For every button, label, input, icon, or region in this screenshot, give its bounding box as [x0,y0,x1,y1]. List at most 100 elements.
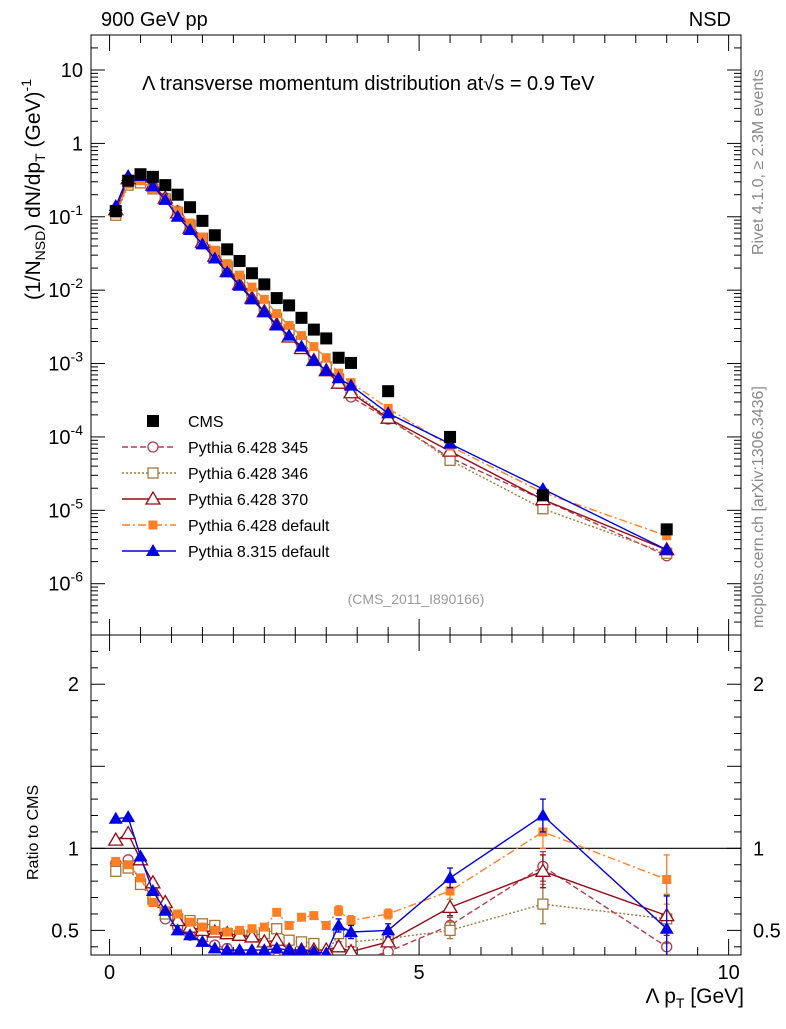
tick-base: 10 [48,500,70,522]
analysis-tag: (CMS_2011_I890166) [348,591,485,607]
ratio-point-p8def [294,943,309,955]
tick-base: 10 [48,280,70,302]
ratio-point-p8def [145,884,160,896]
ratio-point-p8def [307,944,320,955]
ratio-point-p6def [123,860,133,870]
point-p8def [344,378,358,391]
point-cms [171,188,184,201]
main-y-tick-label: 10-1 [48,202,83,229]
x-tick-label: 10 [717,962,739,984]
ratio-point-p8def [133,849,148,862]
legend: CMS Pythia 6.428 345 Pythia 6.428 346 Pythi… [122,414,330,561]
point-p6def [259,294,269,304]
point-cms [134,168,147,181]
ratio-point-p6def [321,920,331,930]
ratio-y-tick-label: 1 [68,838,79,860]
main-y-tick-label: 1 [72,133,83,155]
point-cms [536,489,549,502]
point-cms [221,243,234,256]
ratio-point-p8def [282,943,297,955]
ratio-point-p8def [443,870,458,883]
tick-exponent: -1 [71,202,84,218]
header-energy: 900 GeV pp [101,9,208,31]
ratio-point-p6def [247,924,257,934]
ratio-point-p6def [662,875,672,885]
point-p6def [321,353,331,363]
legend-marker-cms [147,415,159,427]
point-cms [258,278,271,291]
ratio-point-p8def [344,925,358,938]
main-series-group [107,168,675,562]
point-p8def [145,179,160,192]
ratio-point-p8def [269,941,284,954]
point-p6def [309,342,319,352]
point-cms [208,229,221,242]
tick-base: 10 [48,574,70,596]
ratio-point-p6def [173,909,183,919]
point-cms [332,351,345,364]
ratio-y-tick-label-right: 1 [753,838,764,860]
legend-marker-p8def [146,544,160,556]
tick-exponent: -2 [71,275,84,291]
tick-exponent: -6 [71,569,84,585]
ratio-point-p6def [136,873,146,883]
point-p6def [222,259,232,269]
point-p6def [247,282,257,292]
legend-entry-p8def: Pythia 8.315 default [122,544,330,561]
point-p6def [210,245,220,255]
main-y-tick-label: 10 [61,60,83,82]
legend-marker-p346 [147,467,159,479]
ratio-point-p346 [110,865,122,877]
ratio-point-p6def [185,917,195,927]
ratio-point-p370 [380,933,397,948]
point-cms [270,292,283,305]
main-plot-title: Λ transverse momentum distribution at√s … [142,73,595,95]
point-cms [233,254,246,267]
ratio-frame [90,634,742,956]
main-y-tick-label: 10-4 [48,422,83,449]
ratio-point-p6def [334,906,344,916]
point-p8def [331,371,346,384]
main-y-axis-label: (1/NNSD) dN/dpT (GeV)-1 [18,79,48,300]
point-p8def [244,292,259,305]
ratio-point-p8def [244,943,259,955]
point-p8def [381,406,396,419]
ratio-point-p8def [195,934,210,947]
legend-entry-cms: CMS [147,414,224,431]
legend-label-p6def: Pythia 6.428 default [188,518,330,535]
main-y-tick-label: 10-6 [48,569,83,596]
point-cms [159,179,172,192]
ratio-point-p6def [111,856,121,866]
ratio-point-p8def [220,943,235,955]
point-p8def [232,278,247,291]
ratio-point-p8def [183,928,198,941]
ratio-point-p370 [534,863,552,877]
point-cms [307,323,320,336]
ratio-point-p6def [272,907,282,917]
tick-base: 10 [48,354,70,376]
legend-entry-p346: Pythia 6.428 346 [122,466,308,483]
point-p8def [207,251,222,264]
header-process: NSD [689,9,731,31]
ratio-y-tick-label: 2 [68,674,79,696]
point-cms [345,356,357,369]
legend-label-p345: Pythia 6.428 345 [188,440,308,457]
tick-exponent: -3 [71,349,84,365]
point-cms [184,201,197,214]
series-line-p6def [115,179,667,537]
ratio-point-p6def [346,916,356,926]
point-p6def [662,531,672,541]
tick-exponent: -5 [71,495,84,511]
title-prefix: Λ transverse momentum distribution at [142,73,484,95]
ratio-point-p8def [170,923,185,936]
point-p6def [296,331,306,341]
ratio-point-p8def [321,946,332,955]
ratio-point-p346 [444,924,456,937]
ratio-panel: 0 5 10 0.5 0.5 1 1 2 2 [51,634,781,984]
ratio-y-tick-label: 0.5 [51,920,79,942]
point-p8def [257,305,272,318]
legend-entry-p370: Pythia 6.428 370 [122,490,308,509]
point-cms [109,204,122,217]
